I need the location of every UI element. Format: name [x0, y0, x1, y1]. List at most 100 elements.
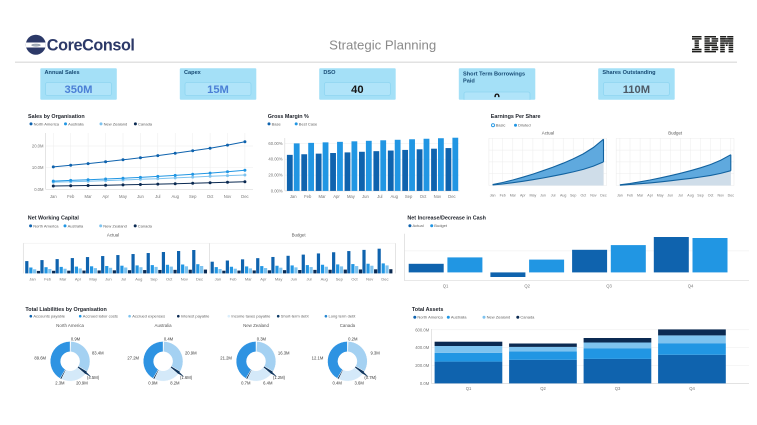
- svg-text:Q3: Q3: [606, 284, 612, 289]
- svg-text:Jul: Jul: [155, 194, 160, 199]
- svg-text:8.2M: 8.2M: [170, 381, 180, 386]
- svg-text:20.0M: 20.0M: [32, 144, 44, 149]
- svg-text:Oct: Oct: [207, 194, 214, 199]
- svg-text:Jul: Jul: [551, 193, 556, 197]
- svg-text:0: 0: [494, 92, 500, 104]
- svg-text:May: May: [89, 277, 97, 282]
- svg-text:Oct: Oct: [581, 193, 587, 197]
- svg-text:Dec: Dec: [728, 193, 735, 197]
- svg-text:May: May: [347, 194, 356, 199]
- svg-text:Diluted: Diluted: [518, 123, 530, 128]
- svg-text:New Zealand: New Zealand: [243, 323, 269, 328]
- svg-text:Nov: Nov: [224, 194, 232, 199]
- svg-text:Australia: Australia: [68, 223, 84, 228]
- svg-text:Oct: Oct: [708, 193, 714, 197]
- svg-text:Q3: Q3: [615, 386, 621, 391]
- svg-text:Jan: Jan: [215, 277, 221, 282]
- svg-text:Apr: Apr: [647, 193, 653, 197]
- svg-text:Sep: Sep: [189, 194, 197, 199]
- svg-text:Capex: Capex: [184, 70, 202, 76]
- svg-text:60.00%: 60.00%: [268, 141, 282, 146]
- svg-text:Jun: Jun: [137, 194, 144, 199]
- svg-text:North America: North America: [34, 121, 60, 126]
- svg-text:Best Case: Best Case: [299, 121, 318, 126]
- svg-text:May: May: [530, 193, 537, 197]
- svg-text:New Zealand: New Zealand: [104, 121, 128, 126]
- svg-text:North America: North America: [417, 315, 443, 320]
- svg-text:Feb: Feb: [230, 277, 238, 282]
- svg-text:Oct: Oct: [351, 277, 358, 282]
- svg-text:20.00%: 20.00%: [268, 173, 282, 178]
- svg-text:Nov: Nov: [366, 277, 373, 282]
- svg-text:6.4M: 6.4M: [263, 381, 273, 386]
- svg-text:Q4: Q4: [689, 386, 695, 391]
- svg-text:400.0M: 400.0M: [415, 345, 429, 350]
- svg-text:Dec: Dec: [600, 193, 607, 197]
- svg-text:Jul: Jul: [306, 277, 311, 282]
- svg-text:0.7M: 0.7M: [241, 381, 251, 386]
- svg-text:Dec: Dec: [241, 194, 248, 199]
- svg-text:(1.6M): (1.6M): [180, 375, 193, 380]
- svg-text:(1.2M): (1.2M): [273, 375, 286, 380]
- svg-text:10.0M: 10.0M: [32, 165, 44, 170]
- svg-text:Jul: Jul: [678, 193, 683, 197]
- svg-text:Aug: Aug: [687, 193, 693, 197]
- svg-text:(0.7M): (0.7M): [364, 375, 377, 380]
- svg-text:Nov: Nov: [717, 193, 724, 197]
- svg-text:Paid: Paid: [463, 79, 475, 85]
- svg-text:Apr: Apr: [102, 194, 109, 199]
- svg-text:Budget: Budget: [434, 223, 448, 228]
- svg-text:600.0M: 600.0M: [415, 327, 429, 332]
- svg-text:200.0M: 200.0M: [415, 363, 429, 368]
- svg-text:Accrued expenses: Accrued expenses: [132, 314, 165, 319]
- svg-text:Oct: Oct: [166, 277, 173, 282]
- svg-text:Australia: Australia: [451, 315, 467, 320]
- svg-text:Accrued labor costs: Accrued labor costs: [83, 314, 118, 319]
- svg-text:Shares Outstanding: Shares Outstanding: [602, 70, 656, 76]
- svg-text:89.6M: 89.6M: [34, 356, 46, 361]
- svg-text:Jul: Jul: [121, 277, 126, 282]
- svg-text:Basic: Basic: [496, 123, 506, 128]
- svg-text:Apr: Apr: [260, 277, 267, 282]
- svg-text:Sales by Organisation: Sales by Organisation: [28, 114, 85, 120]
- svg-text:Canada: Canada: [520, 315, 535, 320]
- svg-text:Canada: Canada: [340, 323, 356, 328]
- svg-text:Actual: Actual: [107, 233, 119, 238]
- svg-text:350M: 350M: [65, 84, 93, 96]
- svg-text:Mar: Mar: [59, 277, 67, 282]
- svg-text:Nov: Nov: [434, 194, 442, 199]
- svg-text:Australia: Australia: [68, 121, 84, 126]
- svg-text:0.0M: 0.0M: [420, 381, 430, 386]
- svg-text:Feb: Feb: [44, 277, 52, 282]
- svg-text:Sep: Sep: [570, 193, 576, 197]
- svg-text:Australia: Australia: [155, 323, 173, 328]
- svg-text:Net Working Capital: Net Working Capital: [28, 215, 80, 221]
- svg-text:Q4: Q4: [688, 284, 694, 289]
- svg-text:Dec: Dec: [196, 277, 203, 282]
- svg-text:Feb: Feb: [304, 194, 312, 199]
- svg-text:40.00%: 40.00%: [268, 157, 282, 162]
- svg-text:0.9M: 0.9M: [71, 337, 81, 342]
- svg-text:CoreConsol: CoreConsol: [47, 37, 135, 55]
- svg-text:May: May: [657, 193, 664, 197]
- svg-text:North America: North America: [33, 223, 59, 228]
- svg-text:0.9M: 0.9M: [148, 381, 158, 386]
- svg-text:0.00%: 0.00%: [271, 188, 283, 193]
- svg-text:Jan: Jan: [617, 193, 623, 197]
- svg-text:May: May: [275, 277, 283, 282]
- svg-text:9.3M: 9.3M: [370, 351, 380, 356]
- svg-text:0.0M: 0.0M: [34, 187, 44, 192]
- svg-text:Short-term debt: Short-term debt: [281, 314, 310, 319]
- svg-text:Sep: Sep: [336, 277, 344, 282]
- svg-text:Mar: Mar: [510, 193, 517, 197]
- svg-text:Feb: Feb: [500, 193, 506, 197]
- svg-text:Net Increase/Decrease in Cash: Net Increase/Decrease in Cash: [407, 215, 486, 221]
- svg-text:15M: 15M: [207, 84, 229, 96]
- svg-text:Long term debt: Long term debt: [329, 314, 357, 319]
- svg-text:Mar: Mar: [318, 194, 326, 199]
- svg-text:Jun: Jun: [105, 277, 111, 282]
- svg-text:Gross Margin %: Gross Margin %: [268, 114, 309, 120]
- svg-text:Apr: Apr: [333, 194, 340, 199]
- svg-text:Total Assets: Total Assets: [412, 307, 443, 313]
- svg-text:Budget: Budget: [292, 233, 307, 238]
